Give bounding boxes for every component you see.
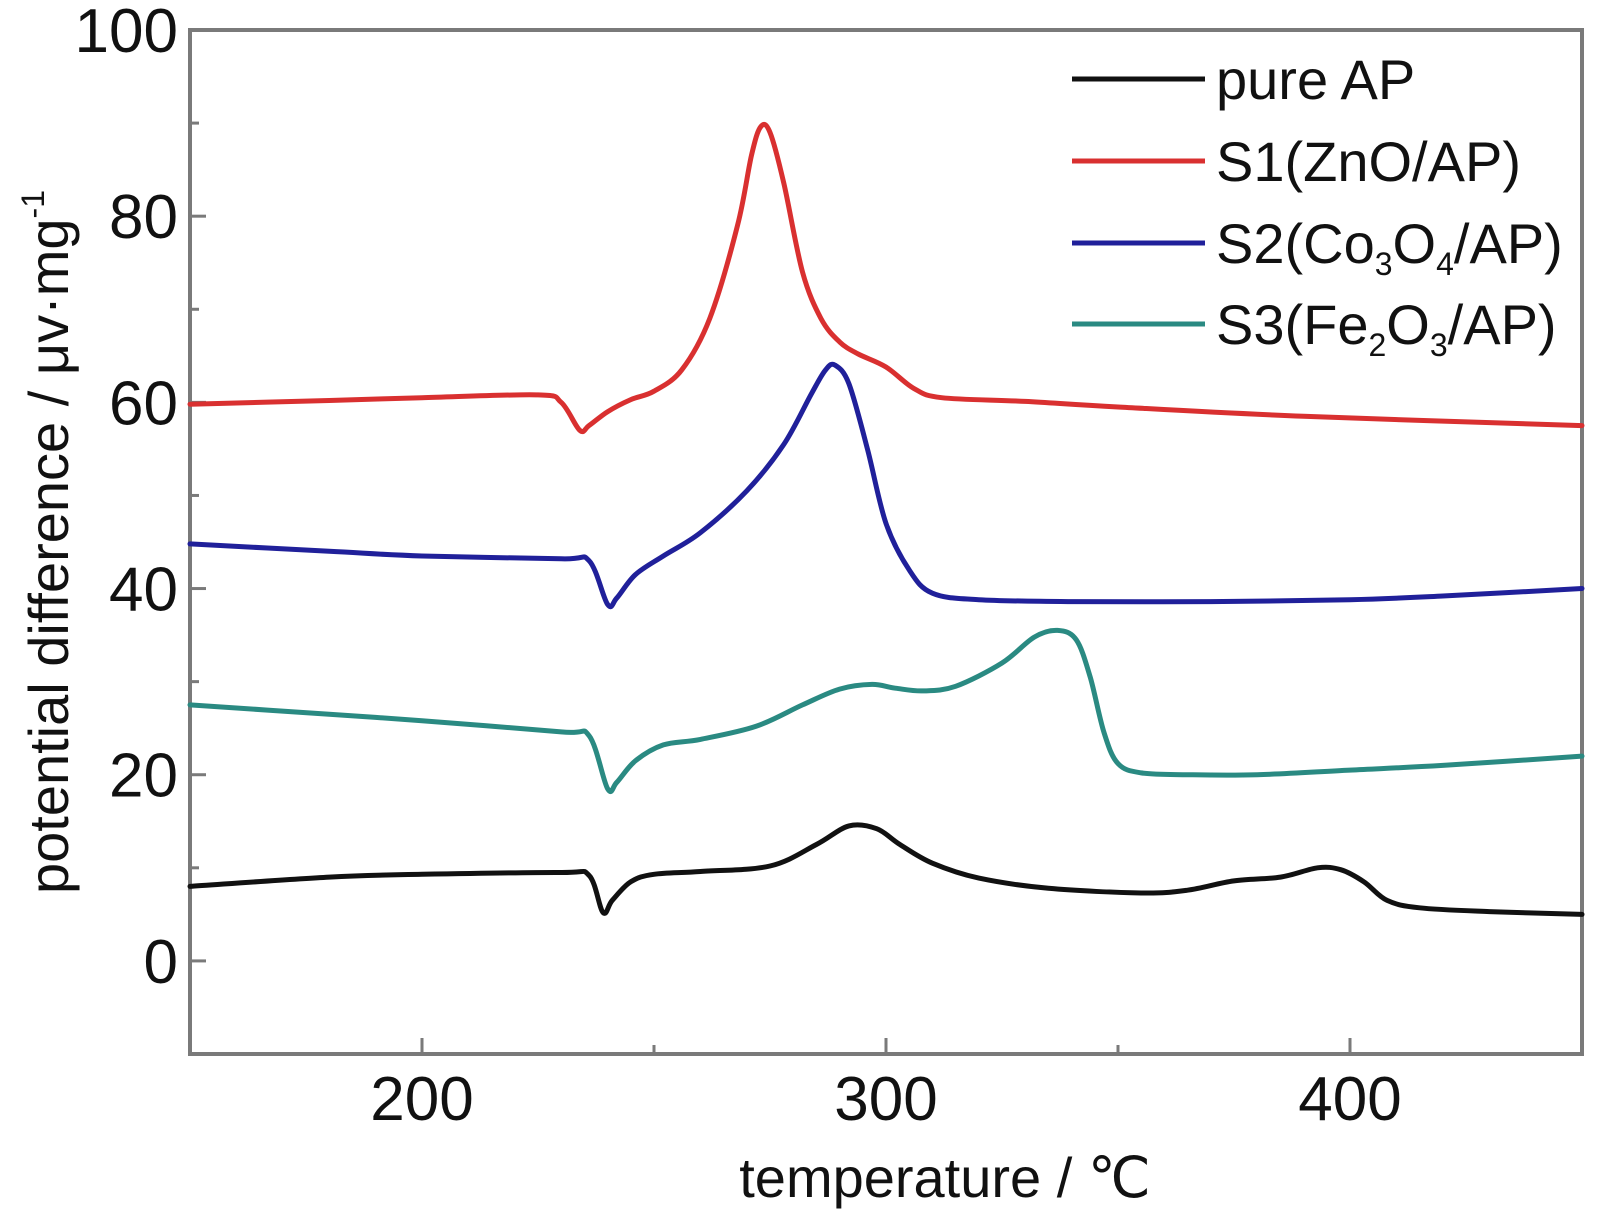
y-tick-label: 20 [109,742,178,811]
y-tick-label: 40 [109,556,178,625]
legend-label-4: S3(Fe2O3/AP) [1216,293,1557,363]
y-axis-title-superscript: -1 [15,190,51,218]
series-line-4 [187,627,1585,795]
legend-label-3: S2(Co3O4/AP) [1216,212,1563,282]
series-layer [187,121,1585,917]
series-line-1 [187,822,1585,917]
legend-label-1: pure AP [1216,48,1415,111]
x-tick-label: 400 [1298,1065,1401,1134]
series-line-2 [187,121,1585,435]
series-line-3 [187,361,1585,610]
y-tick-label: 100 [75,0,178,66]
x-tick-label: 200 [370,1065,473,1134]
y-tick-label: 60 [109,369,178,438]
legend: pure AP S1(ZnO/AP) S2(Co3O4/AP) S3(Fe2O3/AP… [1072,48,1563,363]
x-tick-label: 300 [834,1065,937,1134]
legend-label-2: S1(ZnO/AP) [1216,130,1521,193]
y-tick-label: 80 [109,183,178,252]
y-axis-title: potential difference / μv·mg-1 [15,190,80,894]
x-axis-title: temperature / ℃ [739,1146,1151,1209]
y-axis-title-text: potential difference / μv·mg [17,218,80,894]
axis-ticks: 0 20 40 60 80 100 200 300 400 [75,0,1402,1134]
y-tick-label: 0 [144,928,178,997]
